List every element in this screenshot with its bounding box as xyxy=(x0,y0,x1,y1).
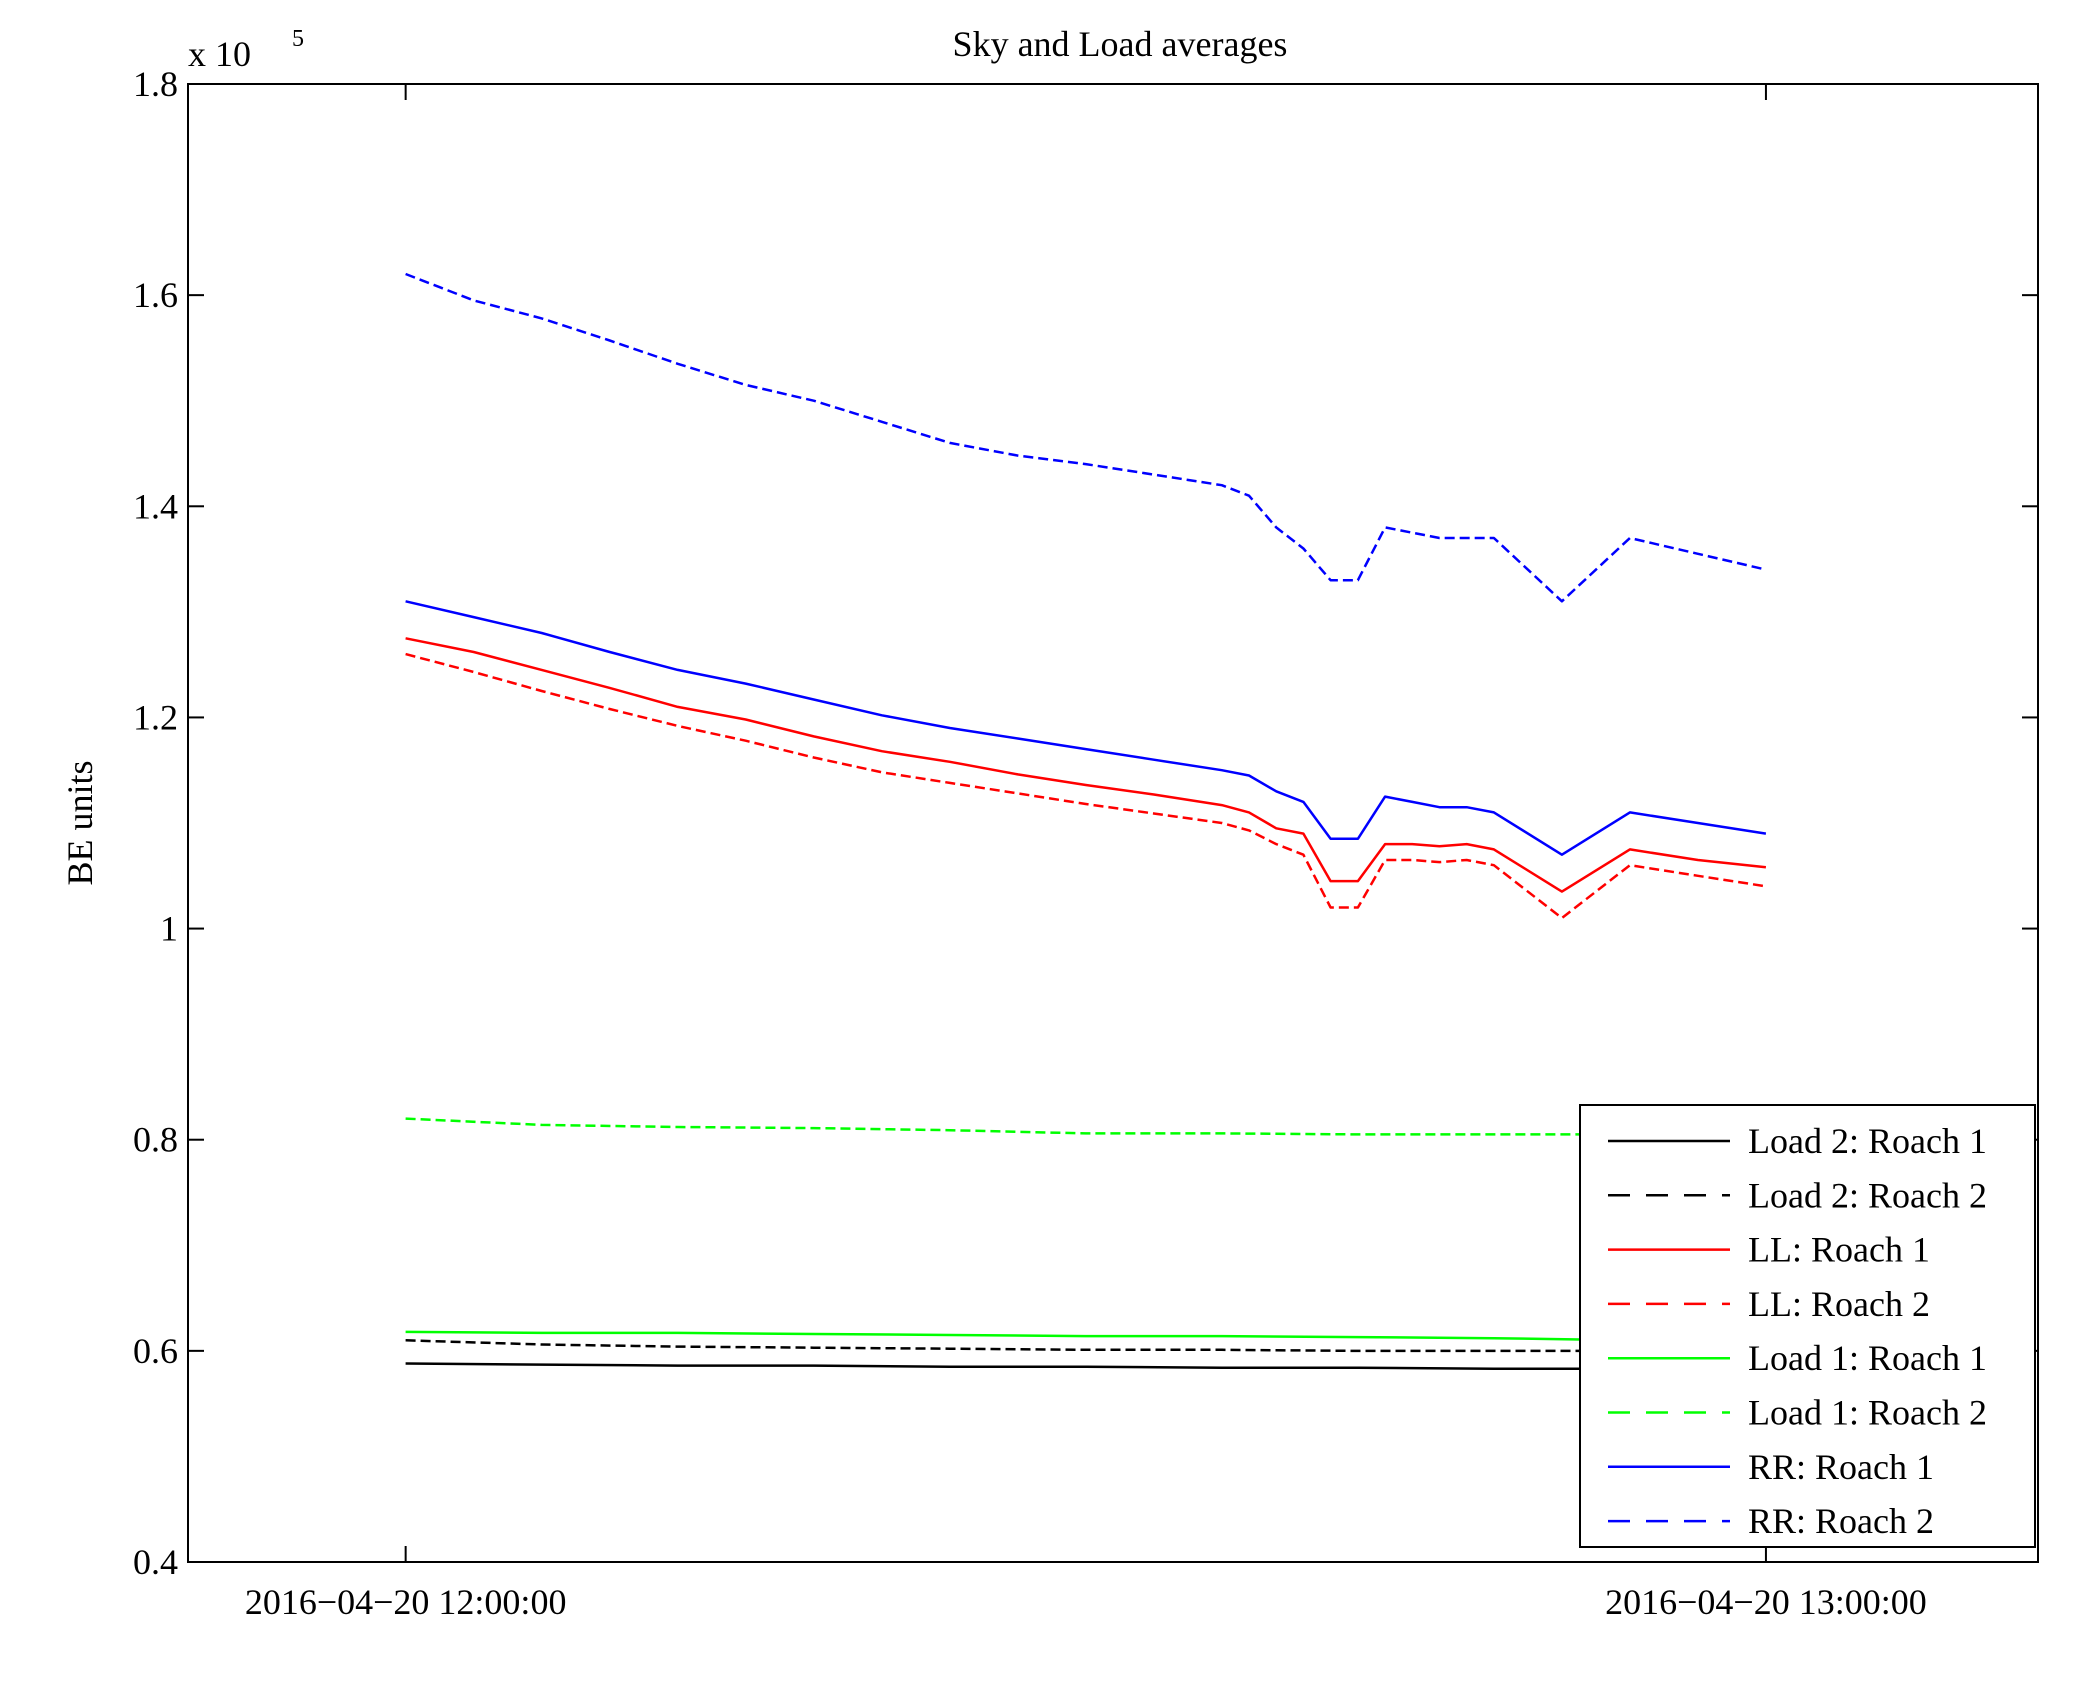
legend-label-0: Load 2: Roach 1 xyxy=(1748,1121,1987,1161)
legend-label-5: Load 1: Roach 2 xyxy=(1748,1393,1987,1433)
plot-series xyxy=(405,272,1767,1371)
y-tick-label-2: 0.8 xyxy=(133,1120,178,1160)
series-line-4 xyxy=(405,1330,1671,1343)
legend: Load 2: Roach 1 Load 2: Roach 2 LL: Roach … xyxy=(1579,1104,2036,1548)
y-axis-multiplier: x 10 xyxy=(188,34,251,74)
legend-label-4: Load 1: Roach 1 xyxy=(1748,1338,1987,1378)
series-line-7 xyxy=(405,272,1767,603)
series-line-6 xyxy=(405,600,1767,856)
y-tick-label-7: 1.8 xyxy=(133,64,178,104)
legend-label-1: Load 2: Roach 2 xyxy=(1748,1175,1987,1215)
series-line-1 xyxy=(405,1339,1671,1353)
legend-label-7: RR: Roach 2 xyxy=(1748,1501,1934,1541)
y-tick-label-6: 1.6 xyxy=(133,275,178,315)
y-tick-label-1: 0.6 xyxy=(133,1331,178,1371)
x-tick-label-1: 2016−04−20 13:00:00 xyxy=(1605,1582,1927,1622)
series-line-0 xyxy=(405,1362,1671,1371)
x-tick-label-0: 2016−04−20 12:00:00 xyxy=(245,1582,567,1622)
legend-label-2: LL: Roach 1 xyxy=(1748,1230,1930,1270)
series-line-3 xyxy=(405,652,1767,920)
y-tick-label-4: 1.2 xyxy=(133,697,178,737)
series-line-2 xyxy=(405,637,1767,893)
y-axis-label: BE units xyxy=(60,760,100,885)
legend-label-6: RR: Roach 1 xyxy=(1748,1447,1934,1487)
legend-label-3: LL: Roach 2 xyxy=(1748,1284,1930,1324)
axis-tick-labels: 0.4 0.6 0.8 1 1.2 1.4 1.6 1.8 2016−04−20 12:00:0… xyxy=(133,64,1927,1622)
y-axis-multiplier-exponent: 5 xyxy=(292,26,304,52)
series-line-5 xyxy=(405,1117,1671,1136)
axes-frame xyxy=(187,83,2039,1563)
y-tick-label-5: 1.4 xyxy=(133,486,178,526)
legend-box xyxy=(1579,1104,2036,1548)
y-tick-label-0: 0.4 xyxy=(133,1542,178,1582)
chart-title: Sky and Load averages xyxy=(953,24,1288,64)
y-tick-label-3: 1 xyxy=(160,909,178,949)
